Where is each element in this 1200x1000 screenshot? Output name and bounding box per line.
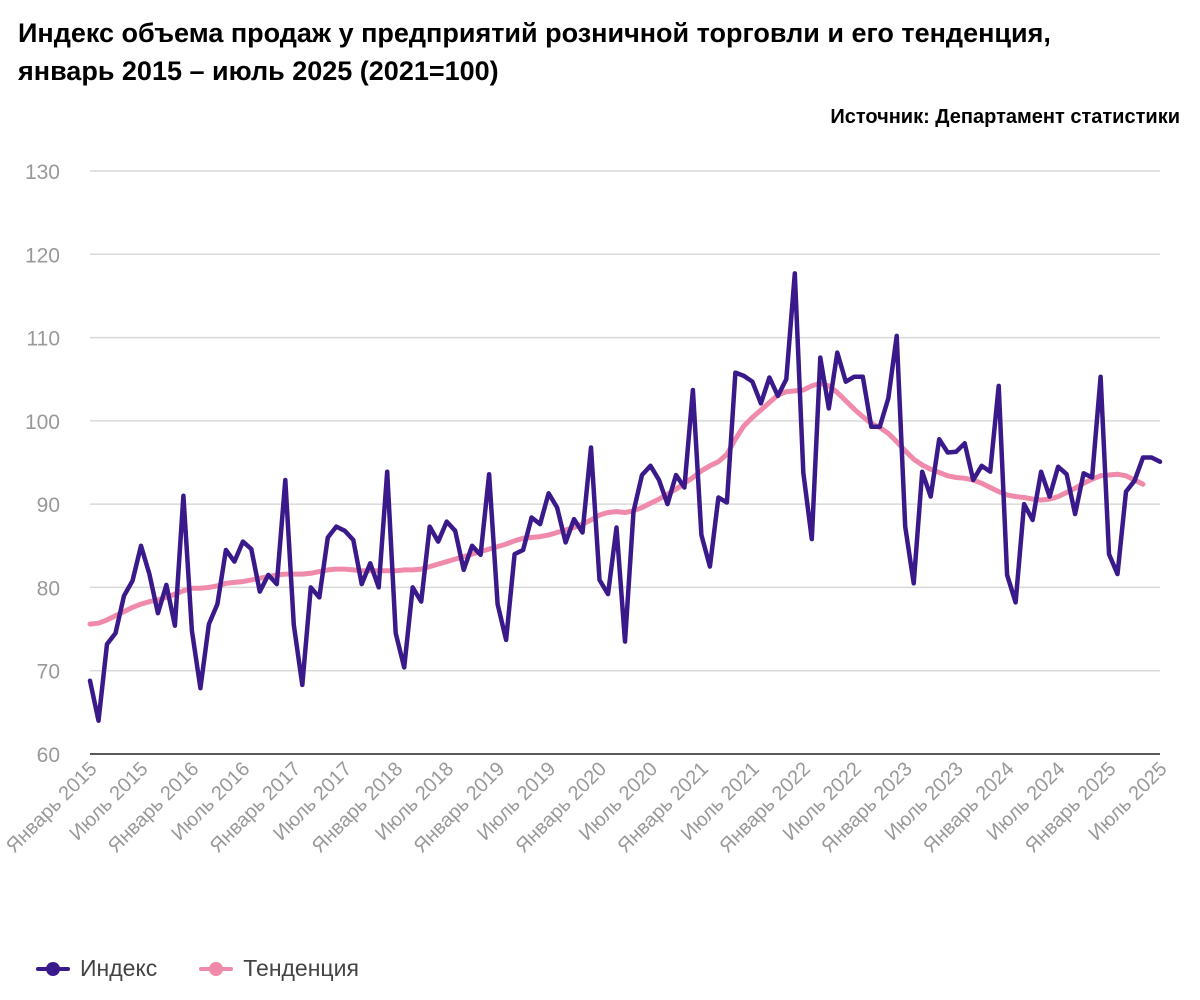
index-series-line — [87, 271, 1163, 723]
y-tick-label: 80 — [37, 577, 60, 600]
y-tick-label: 110 — [27, 328, 60, 351]
y-tick-label: 90 — [37, 494, 60, 517]
y-tick-label: 120 — [25, 244, 60, 267]
legend-swatch-trend — [199, 961, 234, 976]
legend-item-trend[interactable]: Тенденция — [199, 955, 359, 982]
legend-item-index[interactable]: Индекс — [36, 955, 157, 982]
legend-label-index: Индекс — [80, 955, 158, 981]
y-tick-label: 70 — [37, 661, 60, 684]
legend-swatch-index — [36, 961, 70, 976]
y-tick-label: 100 — [25, 411, 60, 434]
legend-label-trend: Тенденция — [243, 955, 359, 981]
y-tick-label: 130 — [25, 161, 60, 184]
y-tick-label: 60 — [37, 744, 60, 767]
legend: Индекс Тенденция — [36, 955, 359, 982]
grid-lines — [90, 170, 1160, 755]
series-lines — [87, 271, 1163, 723]
chart-title: Индекс объема продаж у предприятий розни… — [18, 18, 1051, 86]
source-note: Источник: Департамент статистики — [830, 106, 1180, 128]
y-axis-ticks: 60 70 80 90 100 110 120 130 — [25, 161, 60, 767]
